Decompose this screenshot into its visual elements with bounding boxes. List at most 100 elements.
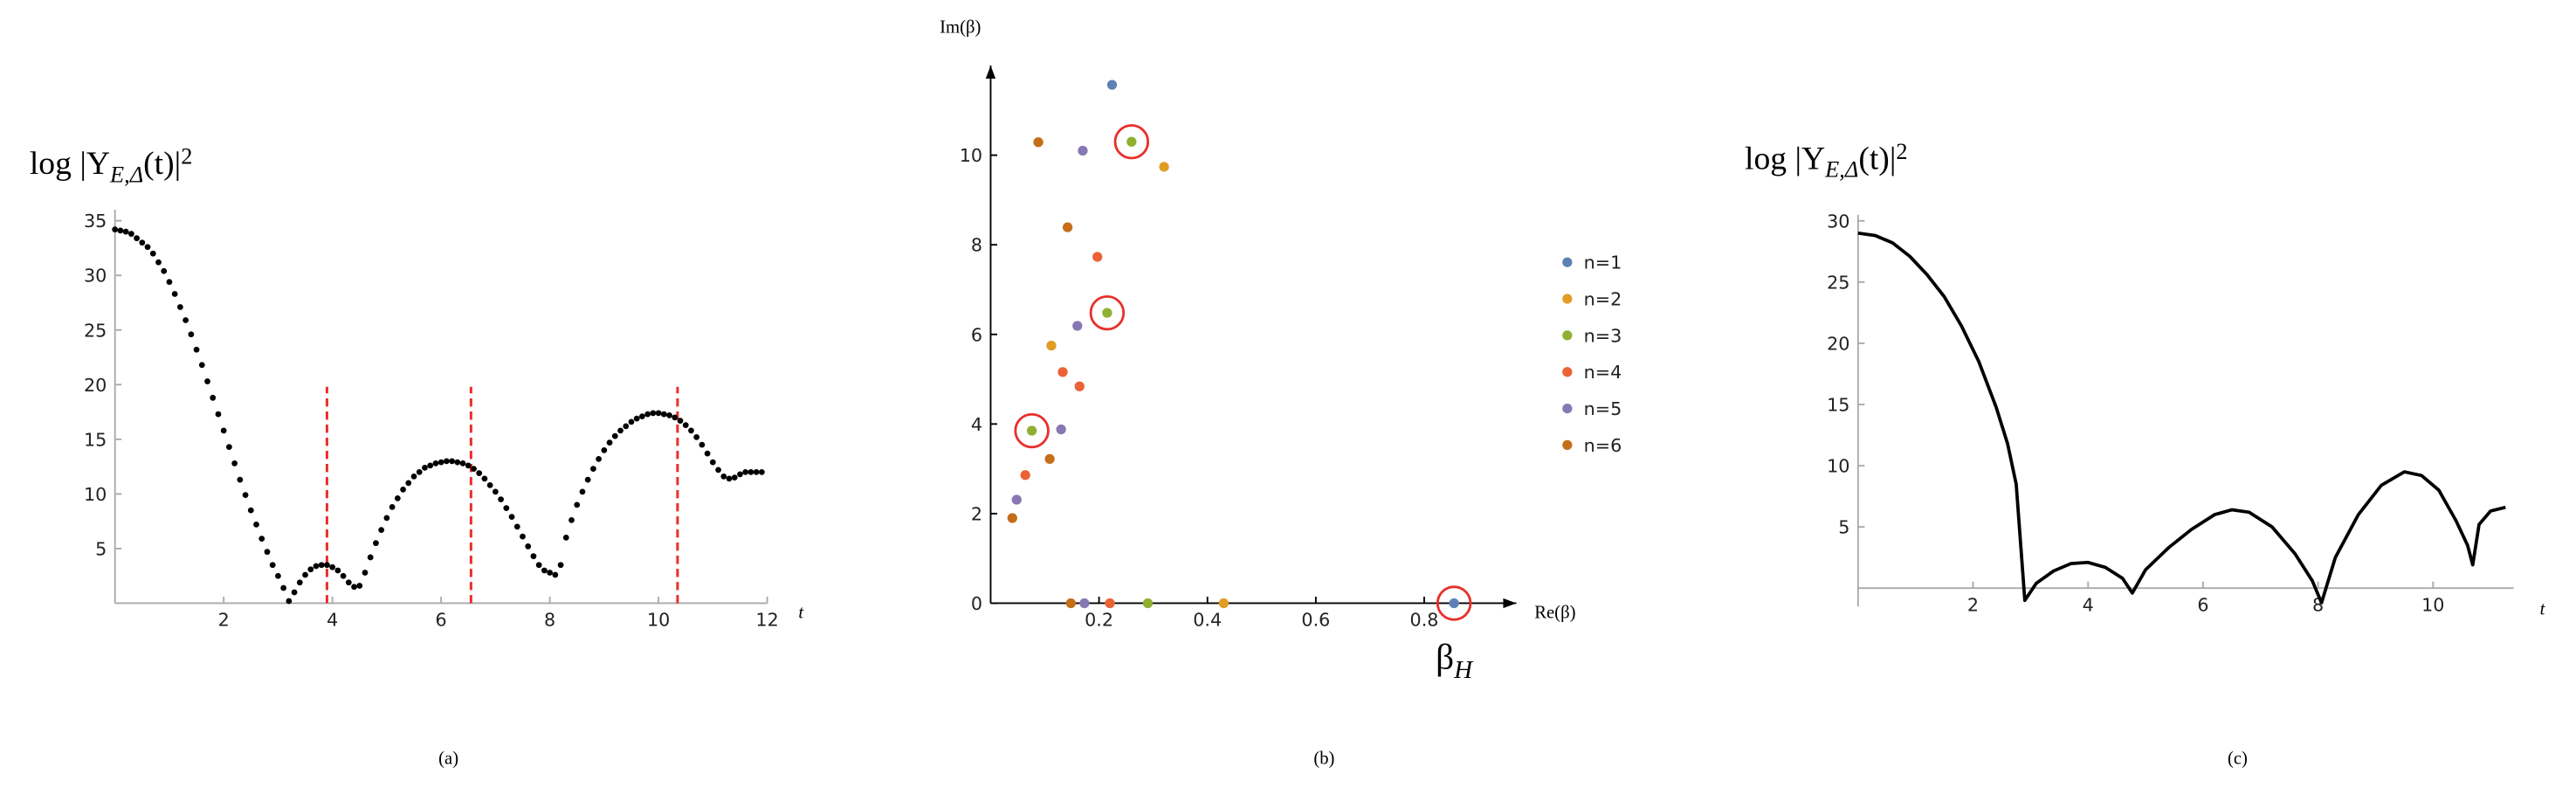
data-point — [699, 441, 706, 448]
data-point — [269, 562, 276, 569]
data-point — [329, 563, 336, 570]
data-point — [459, 460, 466, 467]
data-point — [122, 228, 129, 235]
legend-marker — [1562, 294, 1573, 304]
data-point — [318, 562, 325, 569]
legend-label: n=6 — [1584, 435, 1622, 456]
data-point — [666, 411, 672, 418]
y-tick-label: 6 — [971, 324, 982, 345]
data-point — [1105, 598, 1115, 609]
data-point — [541, 567, 548, 574]
data-point — [568, 517, 575, 523]
data-point — [1072, 321, 1083, 331]
data-point — [660, 411, 667, 418]
data-point — [1020, 470, 1030, 480]
data-point — [198, 362, 205, 369]
y-tick-label: 10 — [960, 145, 982, 166]
data-point — [655, 410, 662, 417]
data-point — [617, 427, 623, 434]
data-point — [530, 553, 537, 560]
data-point — [1033, 137, 1043, 148]
data-point — [356, 583, 363, 589]
data-point — [1044, 453, 1055, 464]
data-point — [416, 468, 423, 475]
label-part: E,Δ — [1824, 157, 1858, 183]
axis-arrow — [1503, 598, 1517, 609]
data-point — [688, 427, 694, 434]
legend-label: n=2 — [1584, 289, 1622, 310]
caption: (c) — [2228, 749, 2248, 768]
y-tick-label: 25 — [1827, 272, 1849, 293]
data-point — [215, 411, 222, 418]
legend-marker — [1562, 403, 1573, 414]
data-point — [471, 466, 477, 472]
data-point — [1046, 340, 1057, 351]
data-point — [672, 414, 678, 421]
data-point — [345, 579, 352, 586]
data-point — [422, 464, 428, 471]
highlight-circle — [1436, 585, 1472, 621]
data-point — [476, 470, 483, 476]
data-point — [302, 571, 308, 578]
data-point — [677, 418, 684, 424]
y-tick-label: 30 — [84, 266, 107, 287]
data-point — [1062, 222, 1073, 232]
data-point — [220, 427, 227, 434]
data-point — [1079, 598, 1090, 609]
y-tick-label: 10 — [84, 484, 107, 505]
data-point — [557, 562, 564, 569]
label-part: H — [1453, 656, 1474, 684]
label-part: 2 — [1896, 139, 1907, 164]
y-tick-label: 8 — [971, 235, 982, 256]
data-point — [552, 571, 559, 578]
data-point — [1056, 424, 1066, 435]
data-point — [144, 244, 151, 251]
data-point — [155, 259, 162, 266]
data-point — [481, 475, 488, 482]
data-point — [1026, 425, 1037, 436]
x-tick-label: 6 — [2197, 595, 2208, 616]
data-point — [623, 423, 630, 430]
y-tick-label: 20 — [1827, 333, 1849, 354]
x-tick-label: 10 — [647, 610, 670, 631]
x-axis-label: t — [2540, 600, 2546, 619]
data-point — [1057, 367, 1068, 377]
data-point — [378, 527, 385, 534]
data-point — [149, 250, 156, 257]
data-point — [1142, 598, 1154, 609]
x-tick-label: 0.6 — [1301, 610, 1330, 631]
data-point — [291, 589, 298, 596]
label-part: β — [1436, 637, 1454, 677]
annotation: βH — [1436, 637, 1474, 684]
data-point — [644, 411, 651, 418]
data-point — [508, 514, 515, 521]
label-part: 2 — [181, 144, 192, 169]
data-point — [486, 482, 493, 488]
y-axis-label: log |YE,Δ(t)|2 — [1745, 139, 1908, 183]
data-point — [513, 523, 520, 530]
data-point — [584, 476, 591, 483]
x-axis-label: Re(β) — [1534, 603, 1575, 622]
data-point — [139, 239, 146, 246]
data-point — [334, 567, 341, 574]
label-part: log |Y — [1745, 141, 1825, 176]
data-point — [258, 536, 265, 543]
data-point — [1218, 598, 1229, 609]
highlight-circle — [1113, 124, 1150, 160]
legend-marker — [1562, 257, 1573, 267]
data-point — [280, 584, 287, 591]
data-point — [1159, 162, 1169, 172]
label-part: (t)| — [1858, 141, 1896, 176]
x-tick-label: 10 — [2421, 595, 2444, 616]
x-tick-label: 4 — [327, 610, 338, 631]
y-tick-label: 15 — [84, 429, 107, 450]
highlight-circle — [1014, 412, 1050, 449]
axis-arrow — [985, 66, 996, 80]
data-point — [313, 563, 320, 570]
y-tick-label: 0 — [971, 593, 982, 614]
data-point — [1007, 513, 1017, 523]
y-tick-label: 10 — [1827, 456, 1849, 477]
data-point — [264, 549, 271, 556]
legend-label: n=1 — [1584, 252, 1622, 273]
data-point — [226, 444, 232, 450]
